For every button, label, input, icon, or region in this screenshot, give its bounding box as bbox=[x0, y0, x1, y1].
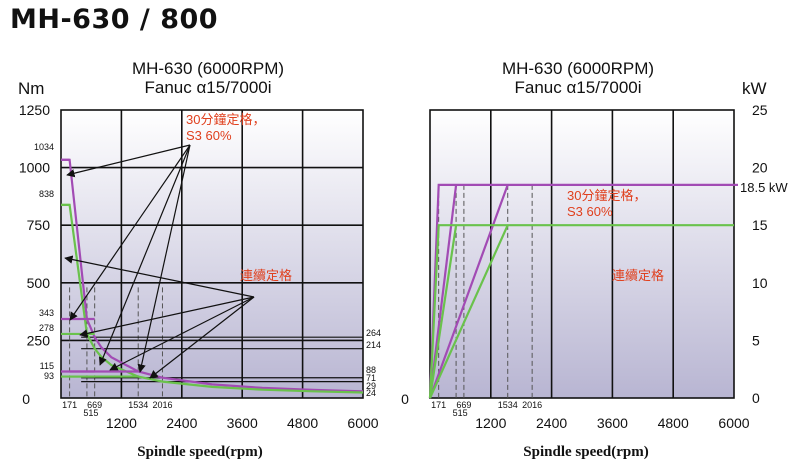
annotation-arrow-1 bbox=[69, 144, 191, 321]
small-x-label-left-1: 515 bbox=[83, 408, 98, 418]
y-tick-left-0: 0 bbox=[22, 391, 30, 407]
x-tick-right-4: 4800 bbox=[658, 415, 689, 431]
annotation-continuous-right: 連續定格 bbox=[612, 268, 664, 283]
right-value-label-4: 29 bbox=[366, 381, 376, 391]
power-series-0-seg-2 bbox=[428, 184, 509, 399]
y-tick-right-3: 15 bbox=[752, 217, 768, 233]
x-tick-left-3: 4800 bbox=[287, 415, 318, 431]
annotation-arrow-5 bbox=[79, 296, 255, 338]
y-tick-left-1: 250 bbox=[27, 332, 51, 348]
annotation-s3-right-line1: 30分鐘定格， bbox=[567, 188, 646, 203]
torque-series-0 bbox=[61, 158, 364, 393]
small-x-label-left-0: 171 bbox=[62, 400, 77, 410]
chart-title-right-line1: MH-630 (6000RPM) bbox=[502, 59, 654, 78]
x-tick-right-2: 2400 bbox=[536, 415, 567, 431]
annotation-arrow-3 bbox=[137, 144, 191, 373]
y-tick-right-4: 20 bbox=[752, 160, 768, 176]
left-value-label-4: 115 bbox=[40, 361, 54, 371]
x-tick-left-1: 2400 bbox=[166, 415, 197, 431]
chart-title-left-line1: MH-630 (6000RPM) bbox=[132, 59, 284, 78]
small-x-label-right-4: 2016 bbox=[522, 400, 542, 410]
annotation-arrow-2 bbox=[98, 144, 191, 366]
y-axis-label-left: Nm bbox=[18, 79, 44, 98]
x-tick-right-5: 6000 bbox=[718, 415, 749, 431]
annotation-arrow-4 bbox=[64, 255, 255, 298]
annotation-s3-right-line2: S3 60% bbox=[567, 204, 613, 219]
x-tick-left-4: 6000 bbox=[347, 415, 378, 431]
x-tick-left-2: 3600 bbox=[227, 415, 258, 431]
x-tick-right-1: 1200 bbox=[475, 415, 506, 431]
value-label-18-5kw: 18.5 kW bbox=[740, 180, 788, 195]
left-value-label-5: 93 bbox=[44, 371, 54, 381]
plot-frame-left bbox=[60, 109, 364, 399]
plot-background-left bbox=[61, 110, 363, 398]
y-tick-left-5: 1250 bbox=[19, 102, 50, 118]
small-x-label-right-2: 669 bbox=[456, 400, 471, 410]
power-series-1-seg-0 bbox=[428, 224, 734, 399]
small-x-label-right-0: 171 bbox=[431, 400, 446, 410]
annotation-arrow-0 bbox=[66, 144, 191, 178]
small-x-label-right-1: 515 bbox=[453, 408, 468, 418]
page-title: MH-630 / 800 bbox=[10, 4, 219, 35]
plot-background-right bbox=[430, 110, 734, 398]
y-tick-right-2: 10 bbox=[752, 275, 768, 291]
left-value-label-1: 838 bbox=[39, 189, 54, 199]
x-tick-right-3: 3600 bbox=[597, 415, 628, 431]
right-value-label-2: 88 bbox=[366, 365, 376, 375]
right-value-label-5: 24 bbox=[366, 388, 376, 398]
small-x-label-left-4: 2016 bbox=[152, 400, 172, 410]
power-series-1-seg-2 bbox=[428, 224, 509, 399]
y-axis-label-right: kW bbox=[742, 79, 767, 98]
x-tick-left-0: 1200 bbox=[106, 415, 137, 431]
x-axis-label-right: Spindle speed(rpm) bbox=[523, 444, 648, 460]
small-x-label-left-2: 669 bbox=[87, 400, 102, 410]
power-series-1-seg-1 bbox=[428, 225, 458, 399]
chart-title-right-line2: Fanuc α15/7000i bbox=[514, 78, 641, 97]
annotation-s3-left-line2: S3 60% bbox=[186, 128, 232, 143]
x-axis-label-left: Spindle speed(rpm) bbox=[137, 444, 262, 460]
left-value-label-2: 343 bbox=[39, 308, 54, 318]
right-value-label-1: 214 bbox=[366, 340, 381, 350]
y-tick-right-5: 25 bbox=[752, 102, 768, 118]
y-tick-left-2: 500 bbox=[27, 275, 51, 291]
right-value-label-3: 71 bbox=[366, 373, 376, 383]
y-tick-right-0: 0 bbox=[752, 390, 760, 406]
y-tick-right-1: 5 bbox=[752, 332, 760, 348]
y-tick-left-3: 750 bbox=[27, 217, 51, 233]
annotation-continuous-left: 連續定格 bbox=[240, 268, 292, 283]
left-value-label-0: 1034 bbox=[34, 142, 54, 152]
small-x-label-right-3: 1534 bbox=[498, 400, 518, 410]
right-value-label-0: 264 bbox=[366, 328, 381, 338]
left-value-label-3: 278 bbox=[39, 323, 54, 333]
annotation-arrow-6 bbox=[109, 296, 255, 371]
annotation-s3-left-line1: 30分鐘定格， bbox=[186, 112, 265, 127]
y-tick-left-4: 1000 bbox=[19, 160, 50, 176]
annotation-arrow-7 bbox=[149, 296, 255, 379]
small-x-label-left-3: 1534 bbox=[128, 400, 148, 410]
x-tick-right-0: 0 bbox=[401, 391, 409, 407]
plot-frame-right bbox=[429, 109, 735, 399]
chart-title-left-line2: Fanuc α15/7000i bbox=[144, 78, 271, 97]
